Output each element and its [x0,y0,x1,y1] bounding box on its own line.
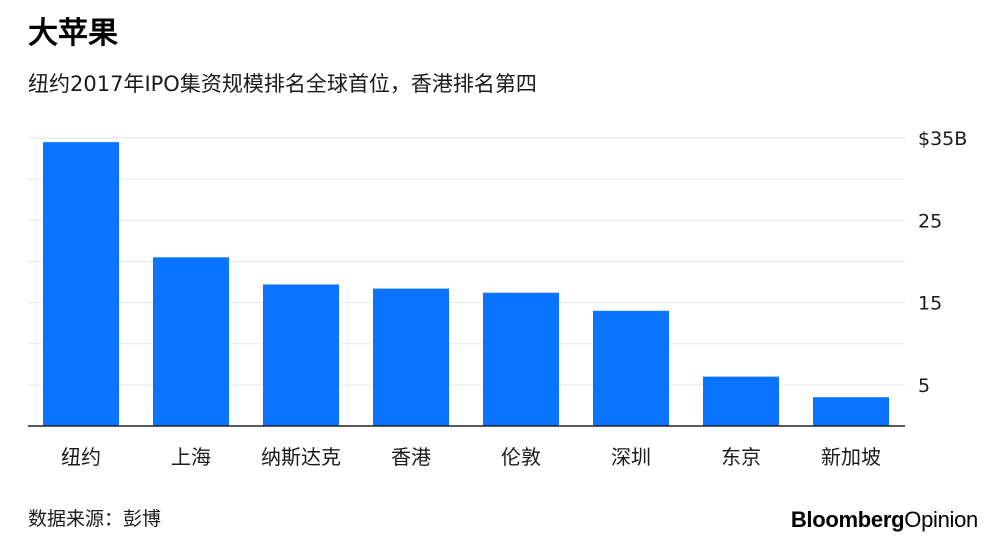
y-tick-label: 25 [918,210,942,232]
source-note: 数据来源：彭博 [28,508,162,530]
bar [263,284,339,426]
x-tick-label: 上海 [171,445,211,469]
x-tick-label: 伦敦 [501,445,541,469]
bar [43,142,119,426]
x-tick-label: 纳斯达克 [261,445,341,469]
chart-title: 大苹果 [28,16,118,51]
brand-regular-text: Opinion [904,507,978,532]
bar [483,292,559,426]
bar [593,310,669,426]
y-tick-label: 15 [918,293,942,315]
bloomberg-opinion-logo: BloombergOpinion [791,506,978,534]
y-tick-label: $35B [918,128,967,150]
bar [703,376,779,426]
y-tick-label: 5 [918,375,930,397]
brand-bold-text: Bloomberg [790,507,905,532]
bar [813,397,889,426]
x-tick-label: 东京 [721,445,761,469]
x-tick-label: 香港 [391,445,431,469]
x-tick-label: 纽约 [61,445,101,469]
bar [373,288,449,426]
x-tick-label: 深圳 [611,445,651,469]
x-tick-label: 新加坡 [821,445,881,469]
chart-subtitle: 纽约2017年IPO集资规模排名全球首位，香港排名第四 [28,72,537,96]
bar [153,257,229,426]
